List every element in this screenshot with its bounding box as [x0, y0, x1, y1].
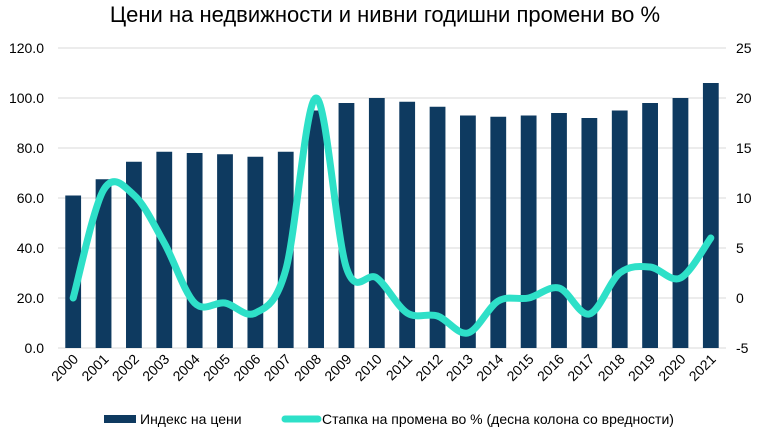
bar — [490, 116, 507, 348]
left-tick-label: 60.0 — [17, 190, 44, 206]
right-axis-ticks: -5 0 5 10 15 20 25 — [736, 40, 752, 356]
legend: Индекс на цени Стапка на промена во % (де… — [104, 411, 674, 427]
x-tick-label: 2010 — [352, 351, 385, 384]
bar — [308, 110, 324, 348]
x-tick-label: 2016 — [534, 351, 567, 384]
x-tick-label: 2019 — [625, 351, 658, 384]
right-tick-label: 10 — [736, 190, 752, 206]
right-tick-label: 25 — [736, 40, 752, 56]
bar — [368, 98, 385, 348]
x-tick-label: 2011 — [383, 351, 416, 384]
left-tick-label: 40.0 — [17, 240, 44, 256]
x-tick-label: 2009 — [321, 351, 354, 384]
line-series — [69, 94, 715, 337]
left-tick-label: 0.0 — [25, 340, 45, 356]
legend-label-line: Стапка на промена во % (десна колона со … — [322, 411, 674, 427]
bar — [551, 113, 567, 348]
bar — [186, 153, 203, 348]
x-tick-label: 2002 — [109, 351, 142, 384]
x-axis-ticks: 2000200120022003200420052006200720082009… — [48, 351, 719, 384]
x-tick-label: 2000 — [48, 351, 81, 384]
bar — [399, 101, 416, 348]
right-tick-label: -5 — [736, 340, 749, 356]
legend-swatch-bars — [104, 415, 136, 423]
right-tick-label: 5 — [736, 240, 744, 256]
bar — [338, 103, 355, 348]
x-tick-label: 2003 — [139, 351, 172, 384]
x-tick-label: 2018 — [595, 351, 628, 384]
left-axis-ticks: 0.0 20.0 40.0 60.0 80.0 100.0 120.0 — [9, 40, 44, 356]
legend-label-bars: Индекс на цени — [140, 411, 242, 427]
bar — [460, 115, 476, 348]
bar — [429, 106, 446, 348]
x-tick-label: 2014 — [473, 351, 506, 384]
x-tick-label: 2001 — [78, 351, 111, 384]
x-tick-label: 2008 — [291, 351, 324, 384]
bar — [702, 83, 719, 348]
x-tick-label: 2020 — [655, 351, 688, 384]
chart-title: Цени на недвижности и нивни годишни пром… — [109, 2, 661, 27]
x-tick-label: 2012 — [412, 351, 445, 384]
left-tick-label: 80.0 — [17, 140, 44, 156]
bar — [247, 156, 264, 348]
bar — [126, 161, 142, 348]
rate-line — [69, 94, 715, 337]
x-tick-label: 2017 — [564, 351, 597, 384]
x-tick-label: 2021 — [686, 351, 719, 384]
bar — [217, 154, 233, 348]
bar — [672, 98, 689, 348]
bar — [95, 179, 112, 348]
x-tick-label: 2004 — [169, 351, 202, 384]
right-tick-label: 15 — [736, 140, 752, 156]
bar-series — [65, 83, 719, 348]
bar — [581, 118, 598, 348]
x-tick-label: 2007 — [261, 351, 294, 384]
bar — [611, 110, 628, 348]
right-tick-label: 20 — [736, 90, 752, 106]
left-tick-label: 120.0 — [9, 40, 44, 56]
left-tick-label: 20.0 — [17, 290, 44, 306]
bar — [65, 195, 82, 348]
x-tick-label: 2006 — [230, 351, 263, 384]
left-tick-label: 100.0 — [9, 90, 44, 106]
bar — [520, 115, 537, 348]
x-tick-label: 2015 — [503, 351, 536, 384]
right-tick-label: 0 — [736, 290, 744, 306]
x-tick-label: 2005 — [200, 351, 233, 384]
bar — [642, 103, 658, 348]
bar — [277, 151, 294, 348]
x-tick-label: 2013 — [443, 351, 476, 384]
